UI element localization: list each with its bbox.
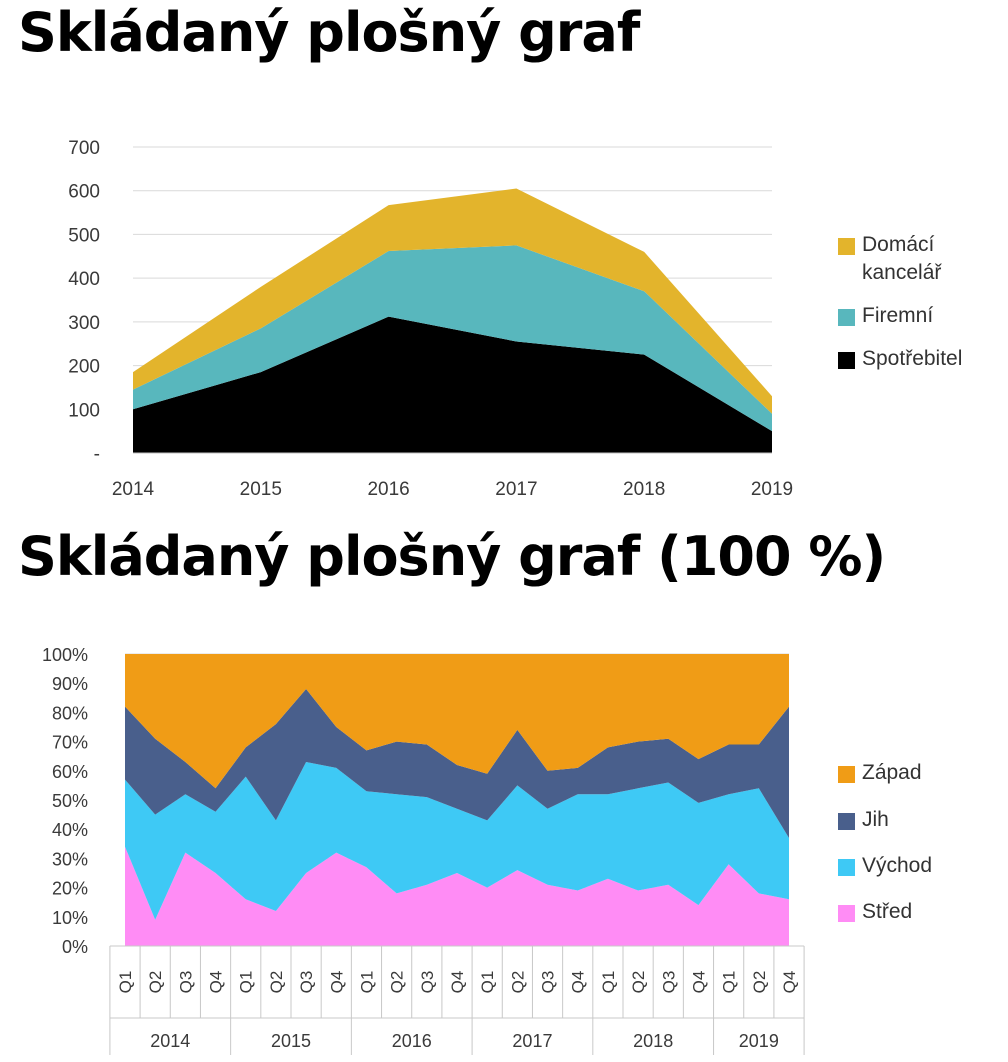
- chart-title-100: Skládaný plošný graf (100 %): [18, 525, 886, 588]
- y-tick-label: 300: [68, 313, 100, 334]
- y-tick-label: 70%: [52, 733, 88, 753]
- y-tick-label: 200: [68, 357, 100, 378]
- x-tick-label-quarter: Q3: [297, 971, 316, 994]
- x-tick-label-quarter: Q3: [659, 971, 678, 994]
- legend-label: Jih: [862, 808, 889, 831]
- area-firemni: [133, 245, 772, 432]
- x-tick-label-quarter: Q1: [478, 971, 497, 994]
- x-tick-label-quarter: Q4: [327, 971, 346, 994]
- y-tick-label: 500: [68, 225, 100, 246]
- legend-label: Firemní: [862, 304, 934, 327]
- y-tick-label: 0%: [62, 937, 88, 957]
- x-tick-label-quarter: Q1: [237, 971, 256, 994]
- x-tick-label: 2014: [112, 479, 155, 500]
- y-tick-label: 60%: [52, 762, 88, 782]
- x-tick-label-quarter: Q3: [539, 971, 558, 994]
- y-tick-label: 100: [68, 400, 100, 421]
- x-tick-label-quarter: Q3: [176, 971, 195, 994]
- x-tick-label-quarter: Q2: [629, 971, 648, 994]
- area-vychod: [125, 762, 789, 920]
- legend-swatch: [838, 766, 855, 783]
- legend-swatch: [838, 905, 855, 922]
- x-tick-label-quarter: Q4: [690, 971, 709, 994]
- y-tick-label: 50%: [52, 791, 88, 811]
- x-tick-label-quarter: Q1: [720, 971, 739, 994]
- legend-item-zapad: Západ: [838, 761, 922, 787]
- x-tick-label: 2016: [367, 479, 409, 500]
- y-tick-label: 10%: [52, 908, 88, 928]
- chart-title: Skládaný plošný graf: [18, 1, 640, 64]
- legend-swatch: [838, 813, 855, 830]
- area-zapad: [125, 654, 789, 789]
- x-tick-label-quarter: Q3: [418, 971, 437, 994]
- x-tick-label-quarter: Q4: [448, 971, 467, 994]
- x-tick-label-year: 2019: [739, 1031, 779, 1051]
- y-tick-label: 400: [68, 269, 100, 290]
- legend-label: Domácí kancelář: [862, 233, 942, 284]
- legend-swatch: [838, 309, 855, 326]
- x-tick-label: 2018: [623, 479, 665, 500]
- x-tick-label-quarter: Q2: [388, 971, 407, 994]
- y-tick-label: 700: [68, 138, 100, 159]
- y-tick-label: 20%: [52, 879, 88, 899]
- y-tick-label: 600: [68, 182, 100, 203]
- y-tick-label: 90%: [52, 674, 88, 694]
- legend-label: Západ: [862, 761, 922, 784]
- x-tick-label-quarter: Q2: [750, 971, 769, 994]
- x-tick-label: 2019: [751, 479, 793, 500]
- legend-item-domaci-kancelar: Domácí kancelář: [838, 233, 941, 287]
- x-tick-label: 2017: [495, 479, 537, 500]
- area-jih: [125, 689, 789, 838]
- x-tick-label-year: 2015: [271, 1031, 311, 1051]
- x-tick-label-year: 2014: [150, 1031, 190, 1051]
- x-tick-label-year: 2017: [512, 1031, 552, 1051]
- y-tick-label: 40%: [52, 820, 88, 840]
- area-spotrebitel: [133, 316, 772, 453]
- x-tick-label-quarter: Q2: [267, 971, 286, 994]
- legend-item-vychod: Východ: [838, 854, 932, 880]
- area-stred: [125, 846, 789, 946]
- stacked-area-100-chart: 0% 10% 20% 30% 40% 50% 60% 70% 80% 90% 100% Q1 Q2 Q3 Q…: [42, 645, 805, 1055]
- y-tick-label: 80%: [52, 703, 88, 723]
- y-tick-label: -: [94, 444, 100, 465]
- legend-label: Východ: [862, 854, 933, 877]
- x-tick-label-quarter: Q4: [780, 971, 799, 994]
- x-tick-label-year: 2016: [392, 1031, 432, 1051]
- legend-item-firemni: Firemní: [838, 304, 933, 330]
- x-tick-label-quarter: Q1: [116, 971, 135, 994]
- legend-swatch: [838, 238, 855, 255]
- x-tick-label-quarter: Q1: [358, 971, 377, 994]
- legend-swatch: [838, 859, 855, 876]
- legend-item-stred: Střed: [838, 900, 912, 926]
- x-tick-label-quarter: Q1: [599, 971, 618, 994]
- y-tick-label: 100%: [42, 645, 88, 665]
- area-domaci-kancelar: [133, 188, 772, 414]
- x-tick-label: 2015: [240, 479, 282, 500]
- x-tick-label-quarter: Q2: [508, 971, 527, 994]
- x-tick-label-quarter: Q2: [146, 971, 165, 994]
- y-tick-label: 30%: [52, 849, 88, 869]
- stacked-area-chart: - 100 200 300 400 500 600 700 2014 2015 2016 2017 20…: [68, 138, 793, 500]
- x-tick-label-year: 2018: [633, 1031, 673, 1051]
- legend-swatch: [838, 352, 855, 369]
- legend-label: Spotřebitel: [862, 347, 963, 370]
- legend-label: Střed: [862, 900, 913, 923]
- x-tick-label-quarter: Q4: [207, 971, 226, 994]
- legend-item-jih: Jih: [838, 808, 889, 834]
- x-tick-label-quarter: Q4: [569, 971, 588, 994]
- legend-item-spotrebitel: Spotřebitel: [838, 347, 962, 373]
